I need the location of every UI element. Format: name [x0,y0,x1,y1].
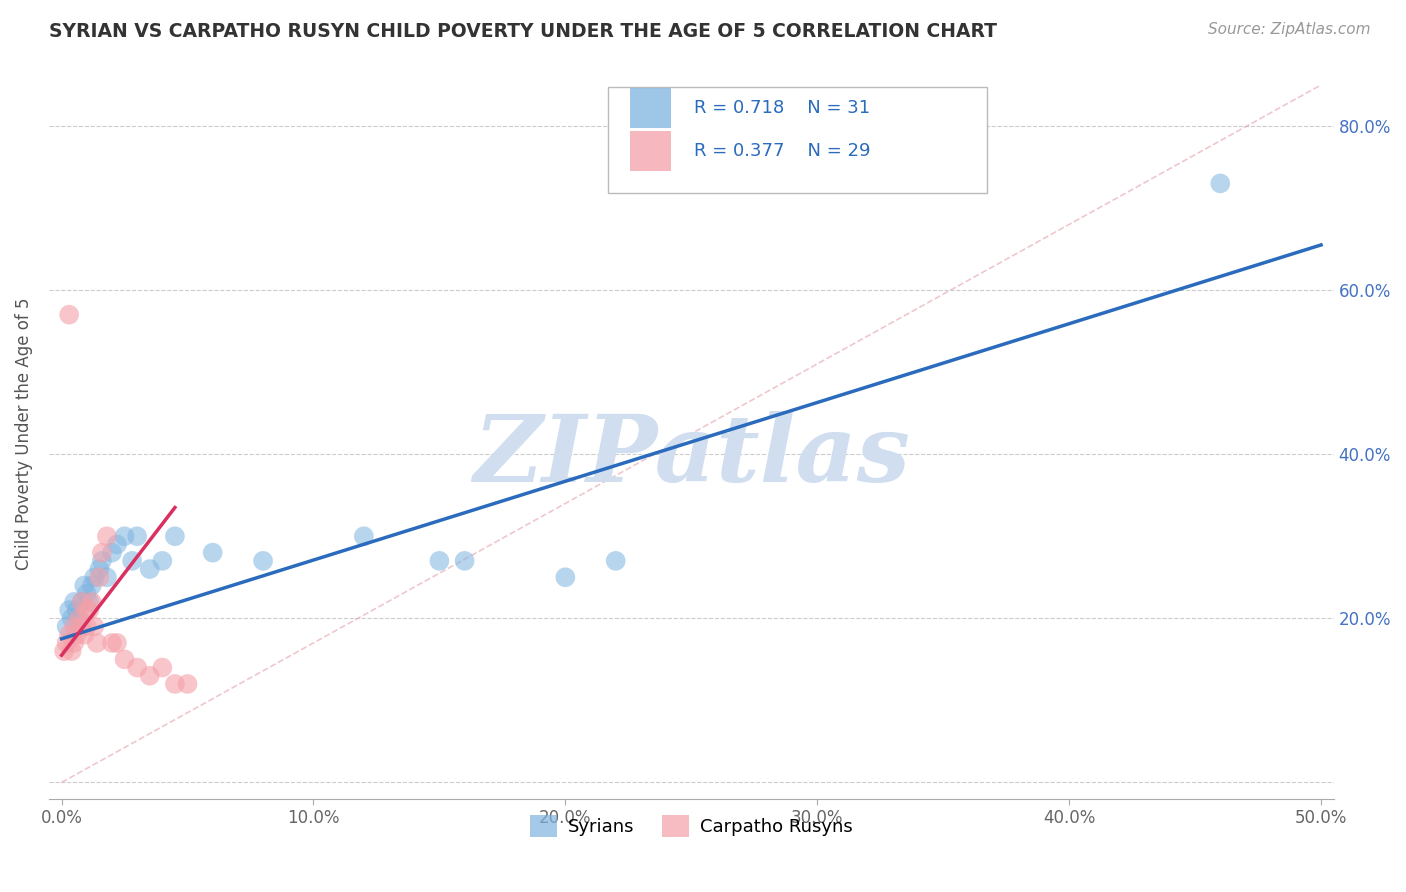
Point [353,529,375,543]
Text: SYRIAN VS CARPATHO RUSYN CHILD POVERTY UNDER THE AGE OF 5 CORRELATION CHART: SYRIAN VS CARPATHO RUSYN CHILD POVERTY U… [49,22,997,41]
Point [429,554,451,568]
Point [121,554,143,568]
Point [83,570,105,584]
FancyBboxPatch shape [607,87,987,193]
Point [60,644,83,658]
Point [77,595,100,609]
Point [138,562,160,576]
Point [176,677,198,691]
Point [66,603,89,617]
Point [70,595,93,609]
Point [96,570,118,584]
Point [554,570,576,584]
Point [55,619,77,633]
Point [70,619,93,633]
Point [201,546,224,560]
Point [58,308,80,322]
Point [138,669,160,683]
Point [60,611,83,625]
Point [77,603,100,617]
Point [63,595,86,609]
Point [73,578,96,592]
Point [86,636,108,650]
Text: ZIPatlas: ZIPatlas [472,410,910,500]
Point [67,611,90,625]
Point [163,677,186,691]
Point [127,529,149,543]
Legend: Syrians, Carpatho Rusyns: Syrians, Carpatho Rusyns [523,808,859,845]
Point [90,546,112,560]
Point [114,529,136,543]
Point [66,628,89,642]
Point [55,636,77,650]
Text: R = 0.377    N = 29: R = 0.377 N = 29 [695,142,870,161]
Point [83,619,105,633]
Point [73,628,96,642]
Point [80,595,103,609]
Point [90,554,112,568]
Point [105,537,128,551]
Point [453,554,475,568]
Point [150,660,173,674]
Point [163,529,186,543]
Point [67,611,90,625]
Point [150,554,173,568]
Point [63,636,86,650]
Point [105,636,128,650]
Text: R = 0.718    N = 31: R = 0.718 N = 31 [695,99,870,117]
Point [89,570,111,584]
Y-axis label: Child Poverty Under the Age of 5: Child Poverty Under the Age of 5 [15,297,32,570]
Point [114,652,136,666]
Point [101,636,124,650]
Point [76,619,98,633]
Point [76,587,98,601]
Point [1209,177,1232,191]
Point [58,628,80,642]
Point [76,603,98,617]
Point [101,546,124,560]
Point [89,562,111,576]
Point [605,554,627,568]
Point [53,644,76,658]
Point [127,660,149,674]
Point [252,554,274,568]
Point [96,529,118,543]
FancyBboxPatch shape [630,131,671,171]
Point [58,603,80,617]
Text: Source: ZipAtlas.com: Source: ZipAtlas.com [1208,22,1371,37]
Point [63,619,86,633]
FancyBboxPatch shape [630,87,671,128]
Point [70,595,93,609]
Point [80,578,103,592]
